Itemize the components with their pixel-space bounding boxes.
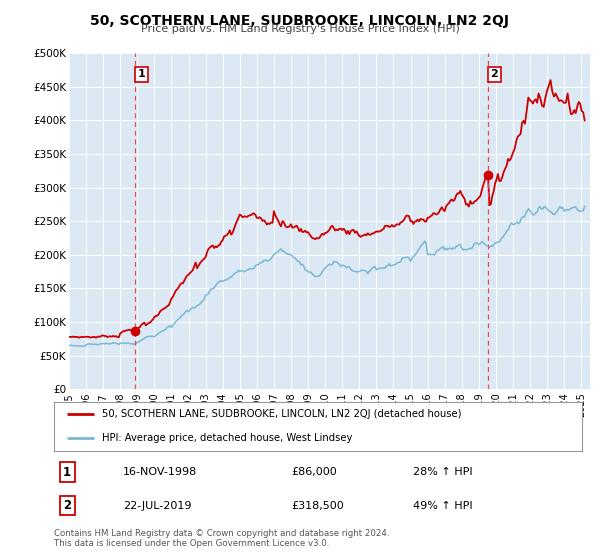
Text: Contains HM Land Registry data © Crown copyright and database right 2024.
This d: Contains HM Land Registry data © Crown c… xyxy=(54,529,389,548)
Text: 49% ↑ HPI: 49% ↑ HPI xyxy=(413,501,473,511)
Text: 16-NOV-1998: 16-NOV-1998 xyxy=(122,467,197,477)
Text: £86,000: £86,000 xyxy=(292,467,337,477)
Text: £318,500: £318,500 xyxy=(292,501,344,511)
Text: 50, SCOTHERN LANE, SUDBROOKE, LINCOLN, LN2 2QJ: 50, SCOTHERN LANE, SUDBROOKE, LINCOLN, L… xyxy=(91,14,509,28)
Text: 28% ↑ HPI: 28% ↑ HPI xyxy=(413,467,473,477)
Text: 2: 2 xyxy=(491,69,499,80)
Text: 50, SCOTHERN LANE, SUDBROOKE, LINCOLN, LN2 2QJ (detached house): 50, SCOTHERN LANE, SUDBROOKE, LINCOLN, L… xyxy=(101,409,461,419)
Text: Price paid vs. HM Land Registry's House Price Index (HPI): Price paid vs. HM Land Registry's House … xyxy=(140,24,460,34)
Text: 22-JUL-2019: 22-JUL-2019 xyxy=(122,501,191,511)
Text: HPI: Average price, detached house, West Lindsey: HPI: Average price, detached house, West… xyxy=(101,433,352,443)
Text: 1: 1 xyxy=(138,69,146,80)
Text: 1: 1 xyxy=(63,465,71,479)
Text: 2: 2 xyxy=(63,499,71,512)
